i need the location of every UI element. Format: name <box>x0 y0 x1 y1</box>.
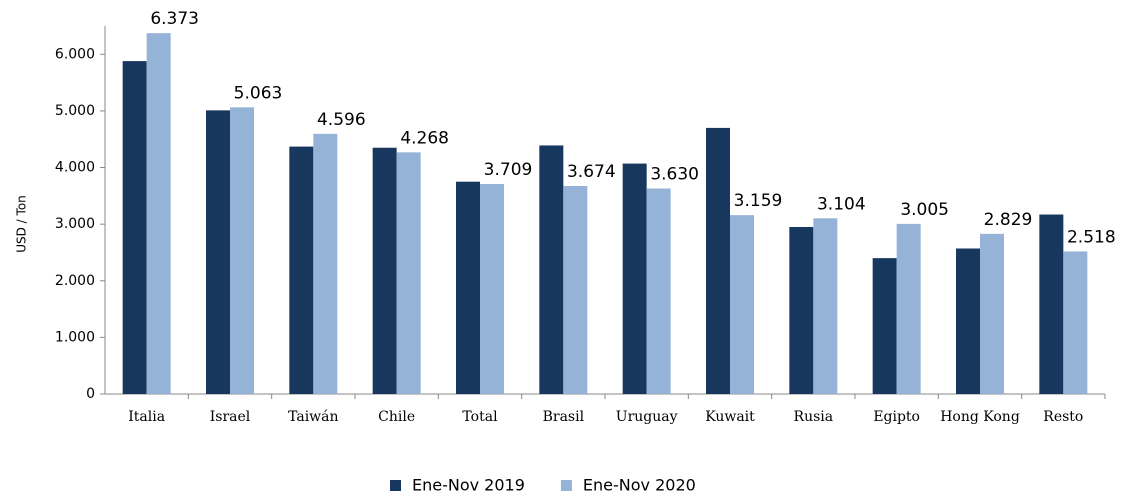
y-tick-label: 0 <box>86 386 95 402</box>
bar <box>122 61 147 395</box>
data-label: 3.104 <box>817 194 866 214</box>
bar <box>563 185 588 394</box>
bar <box>539 145 564 394</box>
x-tick-label: Italia <box>128 409 166 425</box>
bar <box>622 163 647 394</box>
x-tick-label: Brasil <box>542 409 585 425</box>
legend-label: Ene-Nov 2019 <box>412 476 525 495</box>
data-label: 3.005 <box>900 200 949 220</box>
data-label: 3.630 <box>650 164 699 184</box>
x-tick-label: Chile <box>378 409 416 425</box>
bar <box>372 147 397 394</box>
bar <box>789 226 814 394</box>
data-label: 2.518 <box>1067 227 1116 247</box>
y-tick-label: 5.000 <box>55 103 95 119</box>
data-label: 3.674 <box>567 162 616 182</box>
bar <box>480 184 504 394</box>
bar <box>730 215 754 394</box>
x-tick-label: Resto <box>1043 409 1084 425</box>
bar <box>646 188 671 394</box>
legend-swatch <box>390 480 401 491</box>
bar <box>872 258 897 394</box>
bar <box>456 181 480 394</box>
bar <box>206 110 230 394</box>
y-tick-label: 2.000 <box>55 273 95 289</box>
y-tick-label: 4.000 <box>55 160 95 176</box>
y-axis-label: USD / Ton <box>15 195 29 253</box>
legend-label: Ene-Nov 2020 <box>583 476 696 495</box>
bar <box>289 146 314 394</box>
bar <box>813 218 838 394</box>
x-tick-label: Uruguay <box>615 409 678 425</box>
data-label: 6.373 <box>150 9 199 29</box>
bar <box>146 33 171 394</box>
x-tick-label: Kuwait <box>705 409 755 425</box>
x-tick-label: Hong Kong <box>940 409 1020 425</box>
y-tick-label: 3.000 <box>55 216 95 232</box>
y-tick-label: 1.000 <box>55 329 95 345</box>
legend-swatch <box>560 480 572 491</box>
bar <box>896 223 921 394</box>
y-tick-label: 6.000 <box>55 46 95 62</box>
bar <box>956 248 980 394</box>
data-label: 3.159 <box>734 191 783 211</box>
data-label: 5.063 <box>234 83 283 103</box>
bar <box>706 127 730 395</box>
x-tick-label: Taiwán <box>288 409 339 425</box>
data-label: 2.829 <box>984 210 1033 230</box>
x-tick-label: Egipto <box>873 409 920 425</box>
x-tick-label: Israel <box>209 409 251 425</box>
x-tick-label: Rusia <box>793 409 834 425</box>
bar <box>1039 214 1064 394</box>
bar <box>1063 251 1088 394</box>
data-label: 3.709 <box>484 160 533 180</box>
data-label: 4.268 <box>400 128 449 148</box>
bar <box>313 133 338 394</box>
bar <box>230 107 254 394</box>
bar <box>396 152 421 394</box>
x-tick-label: Total <box>462 409 498 425</box>
data-label: 4.596 <box>317 110 366 130</box>
bar <box>980 233 1004 394</box>
